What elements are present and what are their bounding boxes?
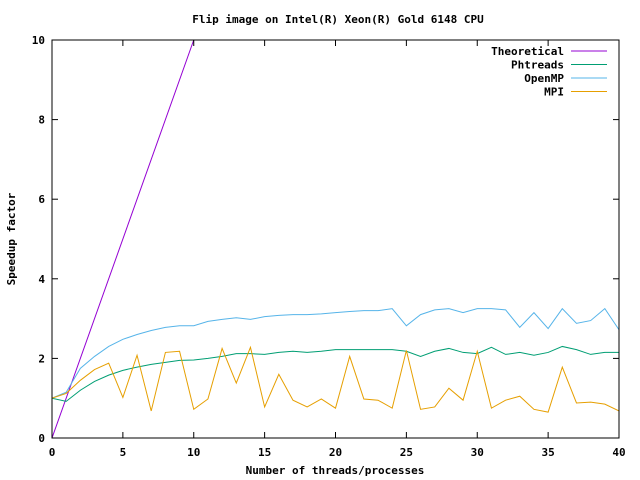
- legend-label-mpi: MPI: [544, 86, 564, 99]
- x-tick-label: 25: [400, 446, 413, 459]
- y-tick-label: 4: [38, 273, 45, 286]
- x-tick-label: 20: [329, 446, 342, 459]
- series-line-phtreads: [52, 345, 619, 402]
- x-tick-label: 15: [258, 446, 271, 459]
- x-tick-label: 10: [187, 446, 200, 459]
- chart-title: Flip image on Intel(R) Xeon(R) Gold 6148…: [192, 13, 484, 26]
- legend-label-theoretical: Theoretical: [491, 45, 564, 58]
- y-tick-label: 6: [38, 193, 45, 206]
- series-line-openmp: [52, 307, 619, 399]
- x-axis-label: Number of threads/processes: [246, 464, 425, 477]
- legend-label-openmp: OpenMP: [524, 72, 564, 85]
- y-tick-label: 8: [38, 114, 45, 127]
- y-tick-label: 0: [38, 432, 45, 445]
- legend-label-phtreads: Phtreads: [511, 59, 564, 72]
- y-tick-label: 10: [32, 34, 45, 47]
- axis-ticks: 0 5 10 15 20 25 30 35 40 0 2 4 6 8 10: [32, 34, 626, 459]
- plot-series: [52, 40, 619, 438]
- x-tick-label: 40: [612, 446, 625, 459]
- x-tick-label: 0: [49, 446, 56, 459]
- y-axis-label: Speedup factor: [5, 192, 18, 285]
- series-line-mpi: [52, 345, 619, 413]
- plot-frame: [51, 39, 620, 439]
- y-tick-label: 2: [38, 352, 45, 365]
- x-tick-label: 30: [471, 446, 484, 459]
- x-tick-label: 35: [542, 446, 555, 459]
- x-tick-label: 5: [120, 446, 127, 459]
- series-line-theoretical: [52, 40, 195, 438]
